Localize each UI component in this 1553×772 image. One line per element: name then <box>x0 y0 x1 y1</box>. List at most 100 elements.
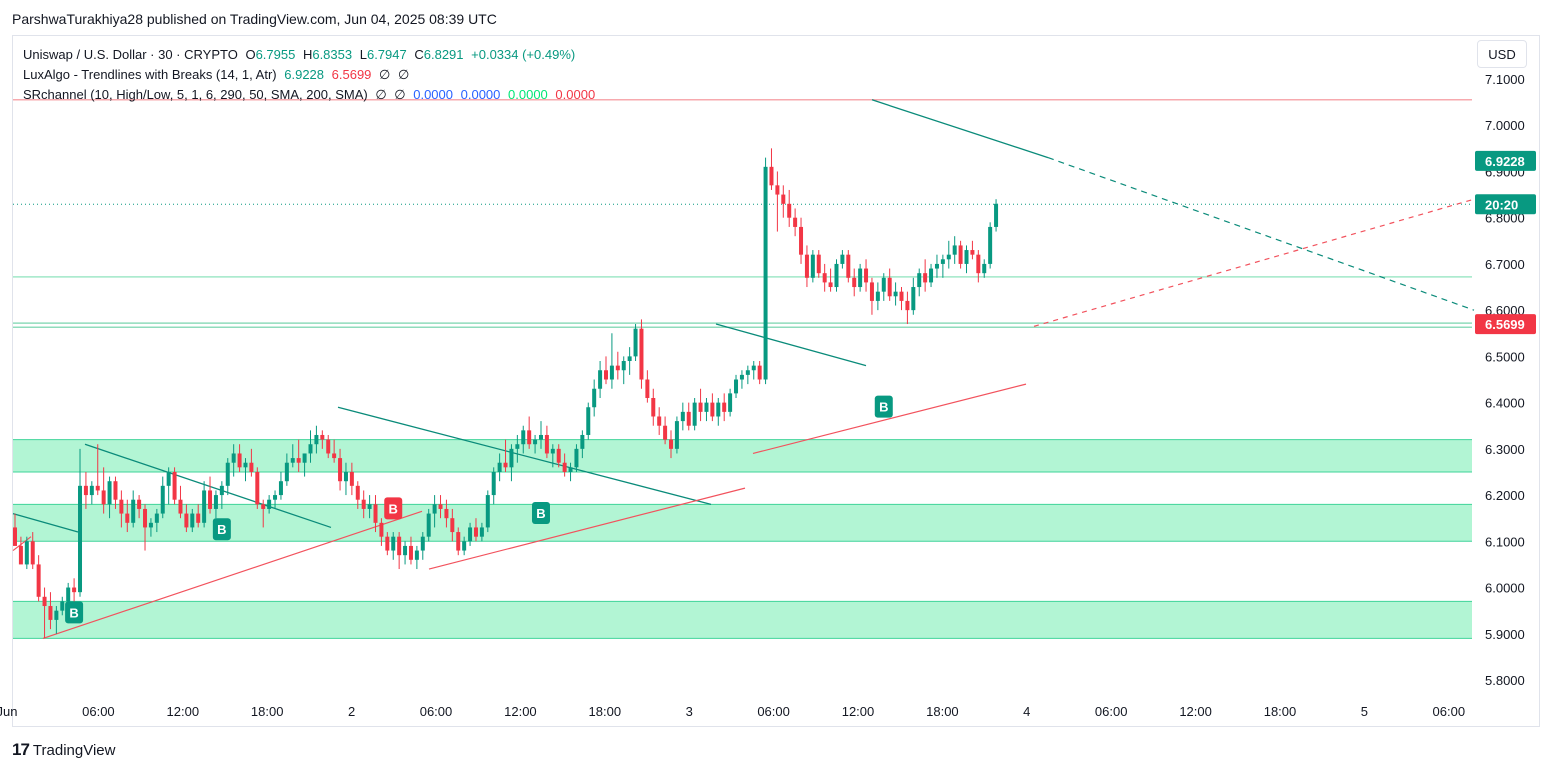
candle-body <box>810 254 815 278</box>
price-label-box <box>1475 314 1536 335</box>
resistance-trendline-2 <box>337 406 712 505</box>
candle <box>917 268 922 297</box>
candle-body <box>36 564 41 597</box>
break-badges: B B B B B <box>65 395 893 624</box>
candle <box>332 439 337 463</box>
candle <box>952 236 957 264</box>
badge-label: B <box>536 506 545 521</box>
candle <box>296 439 301 472</box>
candle-body <box>822 273 827 283</box>
high-value: 6.8353 <box>312 47 353 62</box>
candle-body <box>550 448 555 454</box>
candle <box>485 490 490 533</box>
price-label-1: 20:20 <box>1475 194 1536 215</box>
symbol-name[interactable]: Uniswap / U.S. Dollar · 30 · CRYPTO <box>23 47 238 62</box>
time-tick: 18:00 <box>251 704 284 719</box>
candle <box>343 462 348 496</box>
ohlc-low: L6.7947 <box>360 47 407 62</box>
candle <box>479 522 484 542</box>
time-tick: Jun <box>0 704 17 719</box>
candle <box>846 250 851 283</box>
candle <box>751 361 756 380</box>
candle-body <box>273 495 278 500</box>
candle <box>834 259 839 292</box>
change-value: +0.0334 (+0.49%) <box>471 47 576 62</box>
resistance-trendline-3 <box>715 323 867 367</box>
candle <box>686 402 691 431</box>
badge-label: B <box>69 605 78 620</box>
candle <box>621 356 626 385</box>
candle <box>816 250 821 278</box>
candle-body <box>148 522 153 528</box>
candle-body <box>627 356 632 362</box>
time-tick: 3 <box>686 704 693 719</box>
candle-body <box>592 388 597 408</box>
candle <box>639 319 644 389</box>
candle <box>391 532 396 560</box>
candle <box>550 444 555 468</box>
candle-body <box>533 439 538 445</box>
candle-body <box>184 513 189 528</box>
srchannel-value-2: ∅ <box>394 87 406 102</box>
candle-body <box>107 481 112 505</box>
candle-body <box>113 481 118 500</box>
candle-body <box>290 458 295 463</box>
candle <box>95 444 100 496</box>
price-label-box <box>1475 150 1536 171</box>
candle <box>30 532 35 570</box>
candle-body <box>840 254 845 264</box>
candle-body <box>332 453 337 459</box>
candle-body <box>952 245 957 255</box>
srchannel-value-6: 0.0000 <box>555 87 596 102</box>
candle-body <box>190 513 195 528</box>
legend-luxalgo-row[interactable]: LuxAlgo - Trendlines with Breaks (14, 1,… <box>23 65 599 85</box>
legend-symbol-row[interactable]: Uniswap / U.S. Dollar · 30 · CRYPTO O6.7… <box>23 45 599 65</box>
badge-box <box>531 502 550 525</box>
candle-body <box>30 541 35 565</box>
time-tick: 06:00 <box>82 704 115 719</box>
candle <box>793 208 798 237</box>
candle-body <box>338 458 343 482</box>
candle <box>604 356 608 385</box>
candle <box>521 425 526 454</box>
srchannel-name[interactable]: SRchannel (10, High/Low, 5, 1, 6, 290, 5… <box>23 87 368 102</box>
candle <box>202 481 207 528</box>
candle <box>946 240 951 269</box>
luxalgo-name[interactable]: LuxAlgo - Trendlines with Breaks (14, 1,… <box>23 67 277 82</box>
candle <box>261 499 266 528</box>
candle <box>734 374 739 398</box>
price-tick: 6.4000 <box>1485 396 1525 411</box>
candle <box>462 536 467 556</box>
trendlines <box>12 99 1475 639</box>
candle <box>911 277 916 315</box>
candle-body <box>757 365 762 380</box>
candle-body <box>78 485 83 593</box>
candle <box>355 481 360 509</box>
badge-label: B <box>389 501 398 516</box>
candle <box>361 490 366 519</box>
candle-body <box>586 407 591 435</box>
candle-body <box>556 448 561 463</box>
candle <box>243 458 248 482</box>
candle-body <box>751 365 756 371</box>
candle-body <box>308 444 313 454</box>
candle-body <box>639 328 644 380</box>
candle <box>929 263 934 288</box>
candle <box>988 222 993 269</box>
footer-brand[interactable]: 17 TradingView <box>12 740 115 760</box>
currency-button[interactable]: USD <box>1477 40 1527 68</box>
chart-frame <box>12 35 1540 727</box>
badge-label: B <box>879 400 888 415</box>
candle <box>609 333 614 389</box>
candle-body <box>521 430 526 445</box>
candle-body <box>485 495 490 528</box>
candle-body <box>568 467 573 472</box>
candle-body <box>982 263 987 274</box>
candle <box>568 462 573 482</box>
candle-body <box>420 536 425 551</box>
candle <box>278 471 283 500</box>
legend-srchannel-row[interactable]: SRchannel (10, High/Low, 5, 1, 6, 290, 5… <box>23 85 599 105</box>
candle <box>976 250 981 283</box>
candle <box>432 495 437 528</box>
